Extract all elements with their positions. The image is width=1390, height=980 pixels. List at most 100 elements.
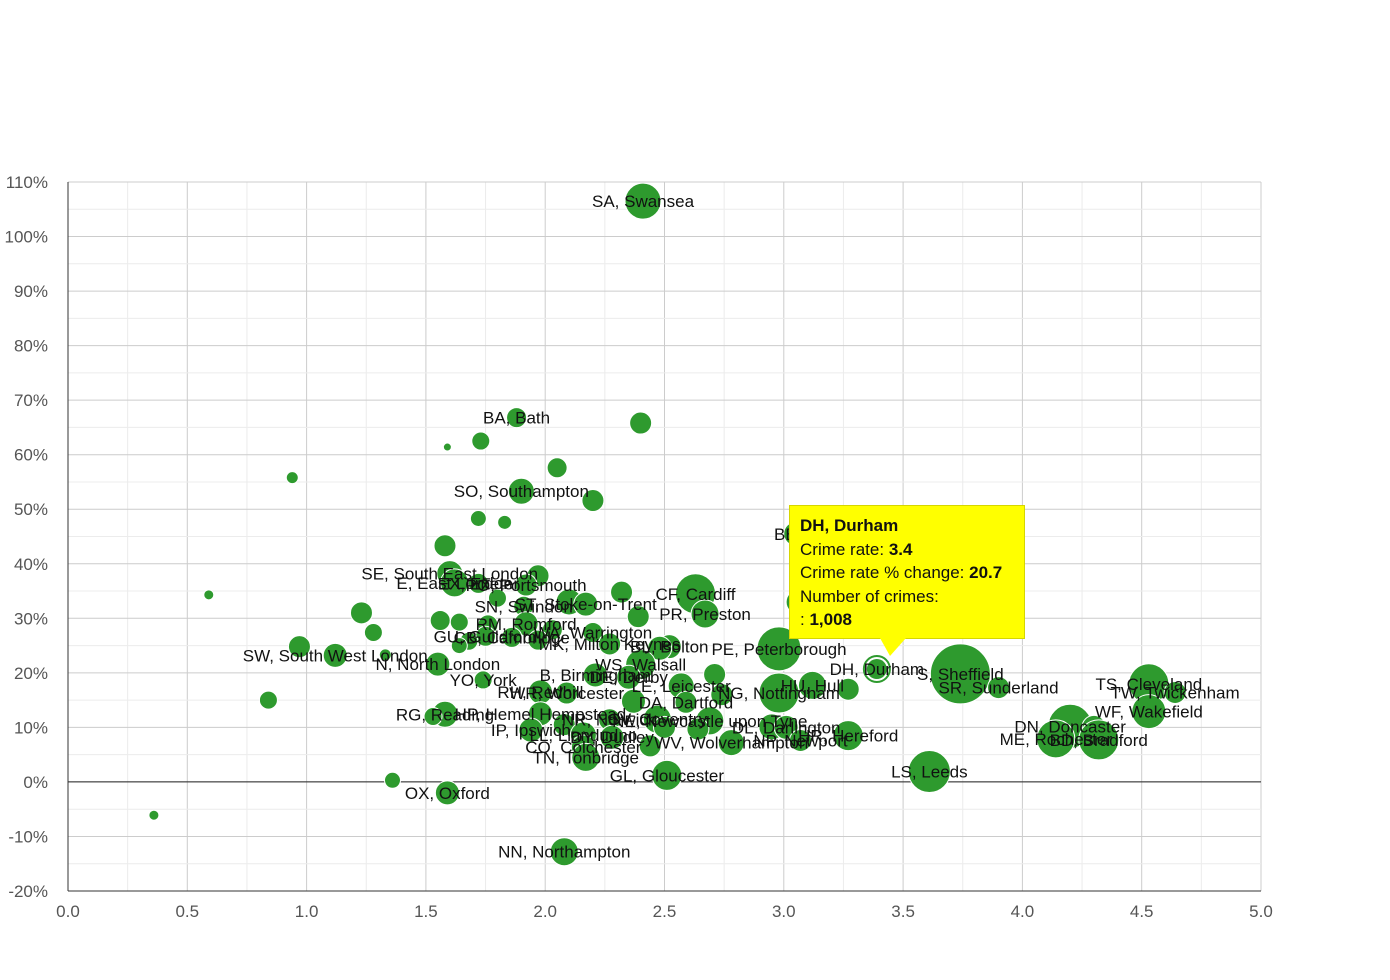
- x-tick-label: 1.0: [295, 902, 319, 921]
- y-tick-label: 50%: [14, 500, 48, 519]
- bubble-point[interactable]: [573, 591, 599, 617]
- bubble-point[interactable]: [322, 642, 348, 668]
- bubble-point[interactable]: [148, 809, 160, 821]
- bubble-label: ST, Stoke-on-Trent: [515, 595, 657, 614]
- chart-tooltip: DH, Durham Crime rate: 3.4 Crime rate % …: [789, 505, 1025, 639]
- bubble-point[interactable]: [929, 643, 991, 705]
- bubble-point[interactable]: [610, 580, 634, 604]
- bubble-point[interactable]: [758, 672, 800, 714]
- bubble-point[interactable]: [626, 605, 650, 629]
- bubble-point[interactable]: [651, 759, 683, 791]
- bubble-point[interactable]: [555, 681, 579, 705]
- y-tick-label: 80%: [14, 337, 48, 356]
- bubble-point[interactable]: [425, 651, 451, 677]
- tooltip-pointer: [880, 638, 906, 656]
- bubble-point[interactable]: [487, 588, 507, 608]
- bubble-point[interactable]: [450, 637, 468, 655]
- bubble-point[interactable]: [571, 742, 601, 772]
- bubble-point[interactable]: [549, 837, 579, 867]
- bubble-label: CF, Cardiff: [656, 585, 736, 604]
- bubble-label: MK, Milton Keynes: [539, 635, 681, 654]
- bubble-point[interactable]: [703, 662, 727, 686]
- bubble-point[interactable]: [363, 622, 383, 642]
- bubble-point[interactable]: [582, 621, 604, 643]
- bubble-point[interactable]: [599, 724, 625, 750]
- bubble-point[interactable]: [518, 717, 544, 743]
- bubble-point[interactable]: [797, 670, 827, 700]
- bubble-point[interactable]: [423, 706, 443, 726]
- bubble-label: GL, Gloucester: [610, 766, 725, 785]
- bubble-label: PR, Preston: [659, 605, 751, 624]
- bubble-point[interactable]: [497, 514, 513, 530]
- bubble-point[interactable]: [203, 589, 215, 601]
- bubble-point[interactable]: [471, 431, 491, 451]
- bubble-point[interactable]: [513, 611, 539, 637]
- bubble-point[interactable]: [582, 662, 608, 688]
- bubble-point[interactable]: [674, 690, 698, 714]
- bubble-point[interactable]: [383, 771, 401, 789]
- bubble-point[interactable]: [449, 612, 469, 632]
- bubble-point[interactable]: [541, 619, 563, 641]
- bubble-point[interactable]: [690, 599, 720, 629]
- bubble-point[interactable]: [527, 629, 549, 651]
- y-tick-label: 110%: [6, 173, 48, 192]
- bubble-point[interactable]: [507, 477, 535, 505]
- bubble-label: IP, Ipswich: [491, 721, 571, 740]
- bubble-point[interactable]: [473, 670, 493, 690]
- bubble-label: SE, South East London: [361, 565, 538, 584]
- tooltip-count-prefix: :: [800, 610, 805, 629]
- bubble-point[interactable]: [653, 715, 676, 739]
- bubble-point[interactable]: [624, 182, 662, 220]
- bubble-point[interactable]: [546, 457, 568, 479]
- bubble-point[interactable]: [506, 407, 528, 429]
- bubble-point[interactable]: [434, 780, 460, 806]
- bubble-point[interactable]: [433, 534, 457, 558]
- bubble-point[interactable]: [836, 677, 860, 701]
- bubble-point[interactable]: [629, 411, 653, 435]
- bubble-point[interactable]: [598, 632, 622, 656]
- bubble-point[interactable]: [285, 471, 299, 485]
- x-tick-label: 4.0: [1011, 902, 1035, 921]
- bubble-point[interactable]: [620, 688, 646, 714]
- tooltip-change-value: 20.7: [969, 563, 1003, 582]
- bubble-point[interactable]: [1131, 694, 1167, 730]
- bubble-label: SW, South West London: [243, 646, 428, 665]
- bubble-point[interactable]: [514, 573, 538, 597]
- bubble-point[interactable]: [616, 664, 642, 690]
- bubble-point[interactable]: [647, 635, 673, 661]
- bubble-point[interactable]: [1036, 719, 1076, 759]
- tooltip-rate-value: 3.4: [888, 539, 913, 559]
- bubble-label: SO, Southampton: [454, 482, 589, 501]
- bubble-label: WF, Wakefield: [1095, 703, 1203, 722]
- bubble-point[interactable]: [469, 510, 487, 528]
- tooltip-rate-label: Crime rate:: [800, 539, 885, 559]
- bubble-point[interactable]: [442, 442, 452, 452]
- bubble-label: RH, Redhill: [497, 683, 583, 702]
- bubble-point[interactable]: [832, 720, 864, 752]
- bubble-point[interactable]: [349, 601, 373, 625]
- bubble-point[interactable]: [1078, 719, 1120, 761]
- bubble-label: N, North London: [375, 655, 500, 674]
- bubble-point[interactable]: [287, 635, 311, 659]
- bubble-point[interactable]: [638, 734, 662, 758]
- bubble-point[interactable]: [258, 690, 278, 710]
- bubble-point[interactable]: [717, 729, 745, 757]
- bubble-point[interactable]: [789, 728, 813, 752]
- bubble-point[interactable]: [581, 489, 605, 513]
- bubble-point[interactable]: [710, 683, 734, 707]
- bubble-point[interactable]: [378, 648, 392, 662]
- bubble-point[interactable]: [501, 626, 523, 648]
- bubble-point[interactable]: [987, 676, 1011, 700]
- bubble-point[interactable]: [907, 750, 951, 794]
- x-tick-label: 3.5: [891, 902, 915, 921]
- bubble-point[interactable]: [467, 572, 489, 594]
- bubble-label: BD, Bradford: [1050, 731, 1148, 750]
- bubble-label: OX, Oxford: [405, 784, 490, 803]
- bubble-point[interactable]: [686, 717, 710, 741]
- bubble-point[interactable]: [1163, 680, 1187, 704]
- bubble-label: CO, Colchester: [525, 738, 642, 757]
- bubble-label: WA, Warrington: [534, 623, 653, 642]
- bubble-label: HR, Hereford: [798, 727, 898, 746]
- tooltip-title: DH, Durham: [800, 516, 899, 535]
